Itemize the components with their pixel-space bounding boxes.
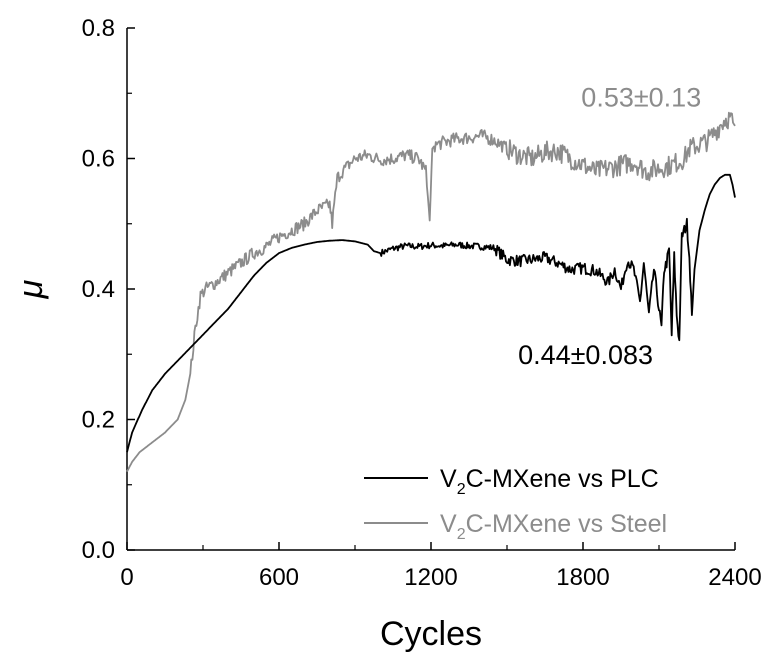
legend-label-steel-prefix: V <box>440 510 457 538</box>
annotation-plc: 0.44±0.083 <box>518 340 653 370</box>
y-tick-label: 0.6 <box>82 146 115 173</box>
y-axis-title: μ <box>12 279 50 299</box>
legend-label-plc-prefix: V <box>440 465 457 493</box>
legend-label-steel-suffix: C-MXene vs Steel <box>466 510 667 538</box>
y-tick-label: 0.0 <box>82 537 115 564</box>
x-axis-title: Cycles <box>380 615 482 653</box>
x-tick-label: 600 <box>259 564 299 591</box>
legend-label-plc-suffix: C-MXene vs PLC <box>466 465 659 493</box>
annotation-steel: 0.53±0.13 <box>581 82 701 112</box>
axes <box>126 27 736 551</box>
legend-label-steel-sub: 2 <box>457 526 466 543</box>
y-tick-label: 0.2 <box>82 407 115 434</box>
x-tick-label: 2400 <box>708 564 761 591</box>
tick-labels: 0.0 0.2 0.4 0.6 0.8 0 600 1200 1800 2400 <box>82 15 762 591</box>
x-tick-label: 0 <box>120 564 133 591</box>
legend-label-steel: V2C-MXene vs Steel <box>440 510 667 543</box>
x-tick-label: 1800 <box>556 564 609 591</box>
legend-label-plc-sub: 2 <box>457 481 466 498</box>
series-line-plc <box>126 173 736 453</box>
series-layer <box>126 111 736 473</box>
y-tick-label: 0.4 <box>82 276 115 303</box>
x-tick-label: 1200 <box>404 564 457 591</box>
y-tick-label: 0.8 <box>82 15 115 42</box>
legend: V2C-MXene vs PLC V2C-MXene vs Steel <box>364 465 667 543</box>
series-line-steel <box>126 111 736 473</box>
legend-label-plc: V2C-MXene vs PLC <box>440 465 659 498</box>
